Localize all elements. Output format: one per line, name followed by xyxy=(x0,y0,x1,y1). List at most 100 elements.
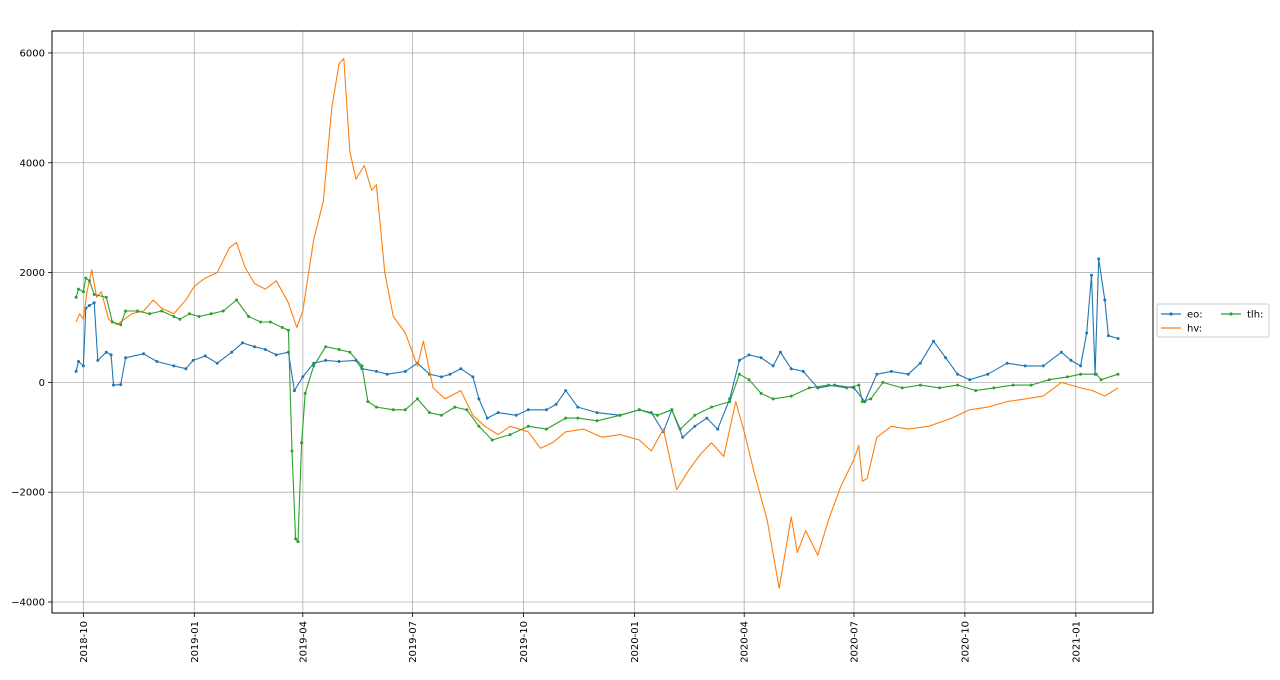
data-point xyxy=(81,290,85,294)
data-point xyxy=(366,400,370,404)
data-point xyxy=(986,372,990,376)
data-point xyxy=(554,402,558,406)
data-point xyxy=(875,372,879,376)
data-point xyxy=(1047,378,1051,382)
data-point xyxy=(1069,358,1073,362)
data-point xyxy=(74,369,78,373)
data-point xyxy=(87,304,91,307)
data-point xyxy=(301,375,305,379)
data-point xyxy=(290,449,294,453)
data-point xyxy=(337,360,341,363)
data-point xyxy=(124,356,128,360)
data-point xyxy=(477,424,481,428)
series-layer xyxy=(74,57,1120,589)
data-point xyxy=(526,408,530,412)
data-point xyxy=(1103,298,1107,302)
legend-marker xyxy=(1229,312,1233,316)
x-tick-label: 2020-10 xyxy=(960,621,971,663)
series-tlh xyxy=(74,276,1120,544)
data-point xyxy=(391,408,395,412)
data-point xyxy=(348,350,352,354)
data-point xyxy=(1029,383,1033,387)
data-point xyxy=(465,408,469,412)
data-point xyxy=(576,416,580,420)
y-tick-label: 6000 xyxy=(20,48,45,59)
data-point xyxy=(1106,334,1110,338)
data-point xyxy=(124,309,128,313)
data-point xyxy=(807,386,811,390)
data-point xyxy=(92,301,96,305)
data-point xyxy=(1090,273,1093,277)
data-point xyxy=(968,378,972,382)
data-point xyxy=(1099,378,1103,382)
data-point xyxy=(77,287,80,291)
data-point xyxy=(789,394,793,398)
data-point xyxy=(294,537,298,541)
data-point xyxy=(253,345,257,349)
data-point xyxy=(1065,375,1069,379)
data-point xyxy=(595,411,599,415)
data-point xyxy=(280,326,284,329)
data-point xyxy=(514,413,518,417)
data-point xyxy=(759,391,763,395)
data-point xyxy=(881,380,885,384)
x-tick-label: 2020-07 xyxy=(849,621,860,663)
y-tick-label: −2000 xyxy=(11,488,45,499)
legend: eo: hv: tlh: xyxy=(1156,303,1270,338)
data-point xyxy=(296,540,300,544)
data-point xyxy=(564,416,568,420)
data-point xyxy=(428,411,431,415)
series-eo xyxy=(74,257,1120,439)
data-point xyxy=(1005,361,1009,365)
data-point xyxy=(618,413,622,417)
data-point xyxy=(771,364,775,368)
data-point xyxy=(241,341,244,345)
grid-lines xyxy=(52,31,1153,613)
data-point xyxy=(508,433,512,437)
data-point xyxy=(1059,350,1063,354)
data-point xyxy=(119,323,123,327)
data-point xyxy=(944,356,948,360)
data-point xyxy=(1079,364,1083,368)
data-point xyxy=(670,408,674,412)
data-point xyxy=(191,358,195,362)
data-point xyxy=(747,378,751,382)
data-point xyxy=(595,419,599,423)
legend-label: tlh: xyxy=(1247,310,1263,321)
data-point xyxy=(155,360,159,363)
data-point xyxy=(184,367,188,371)
data-point xyxy=(109,353,113,357)
data-point xyxy=(459,367,463,371)
legend-marker xyxy=(1169,312,1173,316)
series-hv xyxy=(75,57,1119,589)
data-point xyxy=(312,364,316,368)
data-point xyxy=(845,386,849,390)
data-point xyxy=(1011,383,1015,387)
data-point xyxy=(77,360,80,363)
data-point xyxy=(716,427,720,431)
x-tick-label: 2019-04 xyxy=(298,621,309,663)
series-line xyxy=(75,258,1119,438)
data-point xyxy=(490,438,494,442)
data-point xyxy=(852,386,856,390)
data-point xyxy=(374,369,378,373)
data-point xyxy=(576,405,580,409)
data-point xyxy=(918,361,922,365)
data-point xyxy=(737,372,741,376)
data-point xyxy=(544,408,548,412)
data-point xyxy=(81,364,85,368)
data-point xyxy=(92,293,96,296)
data-point xyxy=(827,383,831,387)
data-point xyxy=(771,397,775,401)
data-point xyxy=(142,352,146,356)
data-point xyxy=(705,416,709,420)
data-point xyxy=(477,397,481,401)
y-tick-label: 2000 xyxy=(20,268,45,279)
data-point xyxy=(737,358,741,362)
data-point xyxy=(1097,257,1101,261)
data-point xyxy=(918,383,922,387)
data-point xyxy=(300,441,304,445)
data-point xyxy=(544,427,548,431)
data-point xyxy=(263,348,267,351)
data-point xyxy=(178,317,182,321)
